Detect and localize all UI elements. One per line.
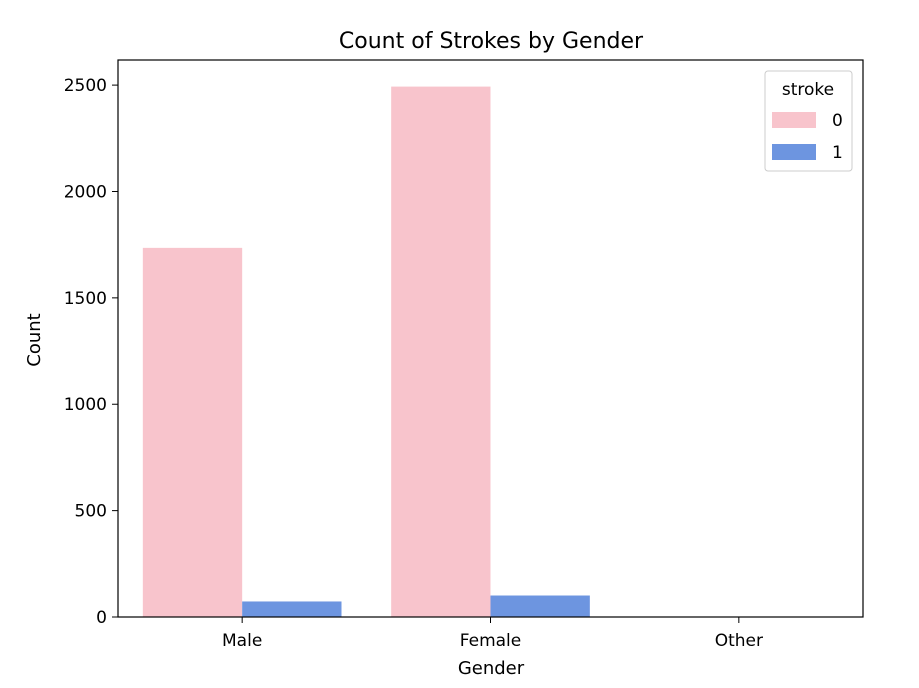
legend-swatch-1 <box>772 144 816 160</box>
bar-male-stroke-1 <box>242 601 342 617</box>
bar-male-stroke-0 <box>142 247 243 617</box>
legend-title: stroke <box>782 80 834 100</box>
y-tick-label: 1500 <box>64 289 107 309</box>
chart-title: Count of Strokes by Gender <box>339 29 644 54</box>
x-tick-label: Female <box>460 631 521 651</box>
x-axis-label: Gender <box>458 658 525 679</box>
bars-group <box>142 86 739 617</box>
x-tick-label: Other <box>715 631 763 651</box>
bar-female-stroke-1 <box>490 595 590 617</box>
x-tick-label: Male <box>222 631 262 651</box>
legend-label-1: 1 <box>832 143 843 163</box>
y-tick-label: 1000 <box>64 395 107 415</box>
legend-swatch-0 <box>772 112 816 128</box>
x-axis: Male Female Other <box>222 617 763 651</box>
y-tick-label: 500 <box>75 502 107 522</box>
y-tick-label: 2000 <box>64 182 107 202</box>
legend: stroke 0 1 <box>764 70 853 172</box>
y-tick-label: 0 <box>96 608 107 628</box>
y-tick-label: 2500 <box>64 76 107 96</box>
y-axis-label: Count <box>24 313 45 366</box>
legend-label-0: 0 <box>832 111 843 131</box>
y-axis: 0 500 1000 1500 2000 2500 <box>64 76 118 628</box>
plot-frame <box>117 59 864 618</box>
bar-female-stroke-0 <box>391 86 491 617</box>
